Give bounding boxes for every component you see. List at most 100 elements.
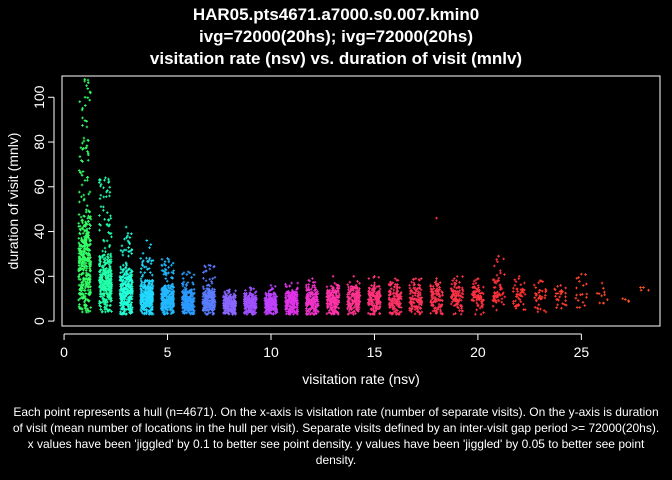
data-point xyxy=(129,295,133,299)
data-point xyxy=(500,297,504,301)
data-point xyxy=(252,287,256,291)
data-point xyxy=(81,267,84,271)
data-point xyxy=(603,290,606,294)
data-point xyxy=(564,286,567,290)
data-point xyxy=(86,87,90,90)
data-point xyxy=(533,306,537,309)
data-point xyxy=(164,277,168,280)
data-point xyxy=(539,307,542,311)
data-point xyxy=(84,285,87,288)
data-point xyxy=(103,246,107,250)
data-point xyxy=(150,259,153,263)
data-point xyxy=(97,181,101,184)
data-point xyxy=(543,296,547,300)
data-point xyxy=(86,288,90,292)
data-point xyxy=(99,183,103,186)
data-point xyxy=(131,281,134,284)
data-point xyxy=(162,286,165,290)
data-point xyxy=(104,256,107,260)
data-point xyxy=(124,280,127,283)
data-point xyxy=(458,309,461,312)
data-point xyxy=(167,294,171,298)
data-point xyxy=(600,294,603,298)
data-point xyxy=(500,300,504,304)
data-point xyxy=(171,261,175,265)
x-tick-label: 15 xyxy=(367,344,383,360)
data-point xyxy=(104,176,107,180)
data-point xyxy=(102,282,105,286)
data-point xyxy=(98,178,102,181)
data-point xyxy=(86,256,90,259)
data-point xyxy=(123,294,126,298)
data-point xyxy=(459,299,463,302)
data-point xyxy=(82,258,86,262)
data-point xyxy=(85,84,88,88)
data-point xyxy=(533,296,537,300)
data-point xyxy=(147,292,151,296)
data-point xyxy=(109,290,113,293)
data-point xyxy=(148,289,152,293)
data-point xyxy=(556,303,559,307)
y-tick-label: 40 xyxy=(31,224,47,240)
data-point xyxy=(164,312,167,316)
data-point xyxy=(128,290,132,294)
data-point xyxy=(141,264,144,267)
data-point xyxy=(88,309,92,313)
data-point xyxy=(519,283,523,286)
data-point xyxy=(107,273,110,276)
data-point xyxy=(139,270,143,274)
data-point xyxy=(244,289,247,292)
data-point xyxy=(107,218,110,221)
data-point xyxy=(86,273,90,277)
data-point xyxy=(143,298,147,301)
data-point xyxy=(80,286,84,289)
data-point xyxy=(86,176,90,179)
data-point xyxy=(129,302,132,306)
data-point xyxy=(556,285,559,288)
data-point xyxy=(88,282,91,286)
data-point xyxy=(534,286,538,289)
data-point xyxy=(77,252,81,255)
data-point xyxy=(141,273,145,277)
data-point xyxy=(575,306,579,309)
data-point xyxy=(87,214,90,218)
data-point xyxy=(105,211,109,215)
data-point xyxy=(144,265,148,269)
data-point xyxy=(86,285,90,289)
data-point xyxy=(124,225,128,229)
data-point xyxy=(86,307,89,311)
data-point xyxy=(101,271,104,275)
data-point xyxy=(80,195,83,199)
data-point xyxy=(130,232,133,236)
data-point xyxy=(311,284,315,287)
data-point xyxy=(86,236,90,239)
data-point xyxy=(99,184,102,188)
data-point xyxy=(121,291,125,295)
data-point xyxy=(80,307,84,311)
data-point xyxy=(122,288,126,291)
data-point xyxy=(120,244,124,248)
chart-subtitle: ivg=72000(20hs); ivg=72000(20hs) xyxy=(198,27,474,46)
data-point xyxy=(554,292,558,295)
data-point xyxy=(124,266,128,270)
data-point xyxy=(352,275,356,278)
chart-subtitle-2: visitation rate (nsv) vs. duration of vi… xyxy=(149,49,523,68)
data-point xyxy=(99,260,102,263)
data-point xyxy=(77,222,80,225)
data-point xyxy=(108,279,112,282)
data-point xyxy=(578,306,582,309)
data-point xyxy=(85,204,89,207)
data-point xyxy=(128,299,131,302)
data-point xyxy=(127,254,130,258)
data-point xyxy=(89,224,92,227)
data-point xyxy=(130,288,133,292)
data-point xyxy=(311,277,314,280)
data-point xyxy=(190,276,193,279)
data-point xyxy=(84,292,88,295)
data-point xyxy=(119,294,123,298)
data-point xyxy=(642,286,645,289)
data-point xyxy=(544,287,547,291)
data-point xyxy=(125,269,128,273)
data-point xyxy=(188,271,192,275)
data-point xyxy=(119,283,123,286)
